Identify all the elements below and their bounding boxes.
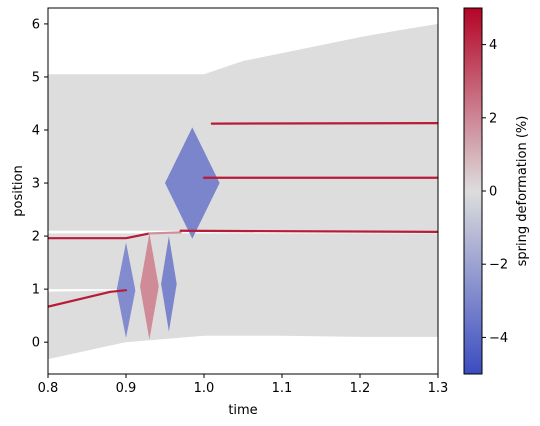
trajectory-line-5 [210,122,438,125]
y-axis: 0 1 2 3 4 5 6 [32,17,48,351]
deformation-pulse-1 [140,233,159,340]
colorbar-tick-label-3: −2 [489,258,508,273]
colorbar-ticks: 4 2 0 −2 −4 [482,38,508,346]
colorbar-tick-label-1: 2 [489,111,497,126]
x-tick-label-1: 0.9 [116,381,137,396]
plot-area [48,23,438,360]
bands-layer [48,23,438,360]
trajectory-line-2 [148,231,182,235]
x-axis: 0.8 0.9 1.0 1.1 1.2 1.3 [38,374,449,396]
x-tick-label-0: 0.8 [38,381,59,396]
y-tick-label-0: 0 [32,336,40,351]
spring-band-1 [48,233,438,290]
y-tick-label-6: 6 [32,17,40,32]
trajectory-line-0 [48,289,128,308]
trajectory-line-1 [48,232,151,240]
colorbar-tick-label-4: −4 [489,331,508,346]
colorbar: 4 2 0 −2 −4 spring deformation (%) [463,7,530,375]
x-tick-label-2: 1.0 [194,381,215,396]
colorbar-tick-label-2: 0 [489,185,497,200]
colorbar-gradient [463,7,483,375]
y-tick-label-1: 1 [32,283,40,298]
y-tick-label-2: 2 [32,230,40,245]
deformation-pulse-3 [165,127,220,239]
y-tick-label-3: 3 [32,177,40,192]
trajectories [48,122,438,308]
spring-band-3 [204,23,438,125]
colorbar-tick-label-0: 4 [489,38,497,53]
y-tick-label-5: 5 [32,70,40,85]
y-axis-label: position [11,165,26,217]
x-tick-label-3: 1.1 [272,381,293,396]
trajectory-line-3 [179,229,438,233]
deformation-pulse-2 [161,236,177,332]
x-axis-label: time [228,403,257,418]
x-tick-label-5: 1.3 [428,381,449,396]
colorbar-label: spring deformation (%) [515,116,530,267]
plot-frame [47,7,439,375]
y-tick-label-4: 4 [32,124,40,139]
x-tick-label-4: 1.2 [350,381,371,396]
spring-band-2 [48,74,438,231]
